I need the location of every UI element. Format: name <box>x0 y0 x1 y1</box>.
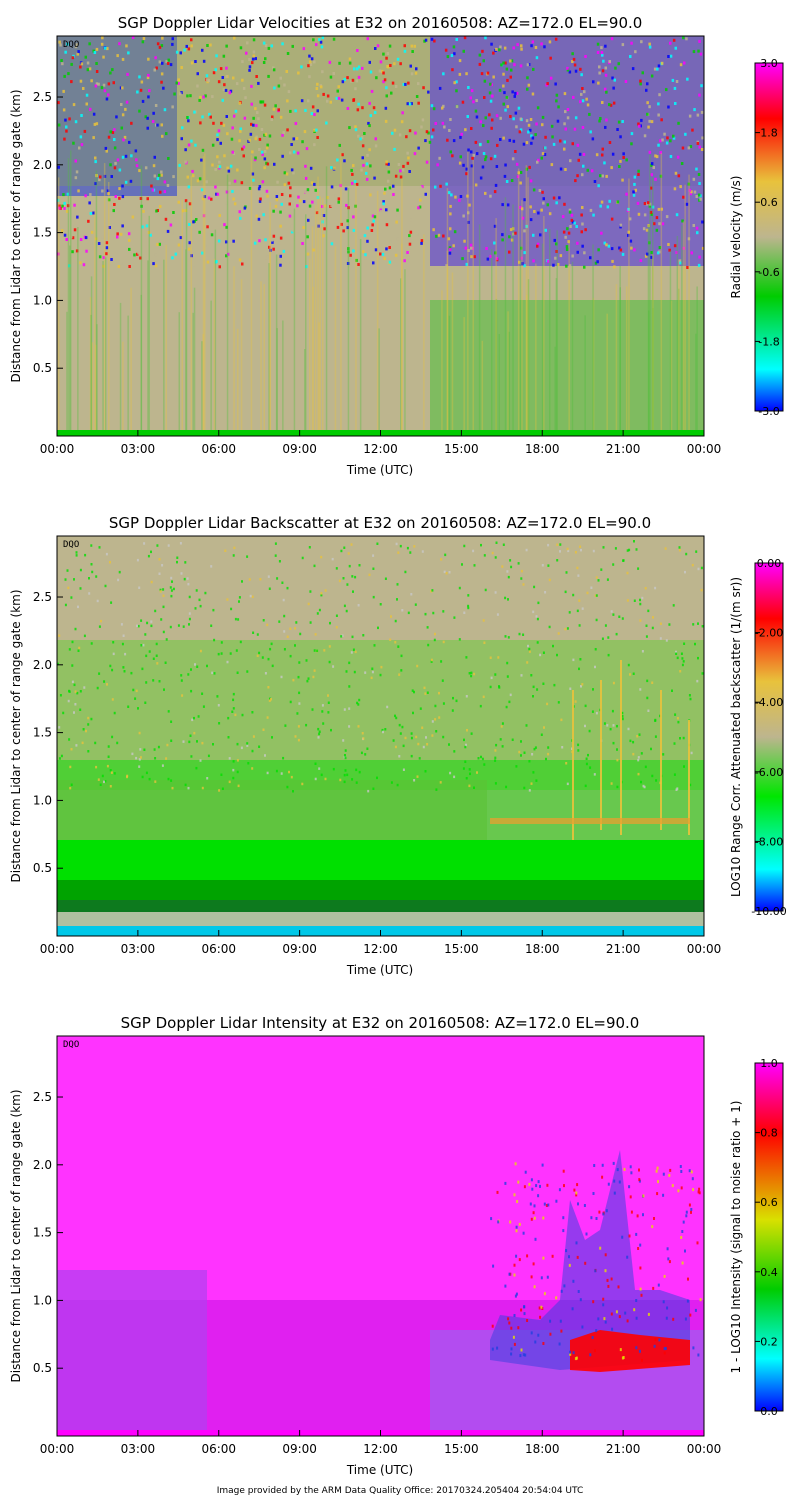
y-tick-label: 0.5 <box>33 861 52 875</box>
backscatter-panel: SGP Doppler Lidar Backscatter at E32 on … <box>9 514 787 977</box>
intensity-title: SGP Doppler Lidar Intensity at E32 on 20… <box>121 1014 640 1032</box>
x-tick-label: 21:00 <box>606 1442 641 1456</box>
backscatter-ylabel: Distance from Lidar to center of range g… <box>9 589 23 882</box>
backscatter-title: SGP Doppler Lidar Backscatter at E32 on … <box>109 514 651 532</box>
velocity-colorbar-label: Radial velocity (m/s) <box>729 176 743 299</box>
backscatter-xlabel: Time (UTC) <box>346 963 413 977</box>
x-tick-label: 06:00 <box>201 442 236 456</box>
x-tick-label: 18:00 <box>525 1442 560 1456</box>
intensity-tag: DQO <box>63 1040 79 1050</box>
x-tick-label: 21:00 <box>606 442 641 456</box>
colorbar-tick-label: -0.6 <box>758 266 779 279</box>
x-tick-label: 06:00 <box>201 942 236 956</box>
colorbar-tick-label: 0.8 <box>760 1127 778 1140</box>
x-tick-label: 12:00 <box>363 942 398 956</box>
y-tick-label: 1.5 <box>33 726 52 740</box>
footer-credit: Image provided by the ARM Data Quality O… <box>217 1486 584 1496</box>
colorbar-tick-label: -2.00 <box>755 627 783 640</box>
y-tick-label: 2.0 <box>33 658 52 672</box>
colorbar-tick-label: -8.00 <box>755 835 783 848</box>
colorbar-tick-label: -6.00 <box>755 766 783 779</box>
colorbar-tick-label: -4.00 <box>755 696 783 709</box>
y-tick-label: 2.5 <box>33 590 52 604</box>
x-tick-label: 03:00 <box>121 1442 156 1456</box>
backscatter-plot-area: DQO <box>56 535 705 937</box>
velocity-ylabel: Distance from Lidar to center of range g… <box>9 89 23 382</box>
intensity-panel: SGP Doppler Lidar Intensity at E32 on 20… <box>9 1014 784 1477</box>
x-tick-label: 15:00 <box>444 1442 479 1456</box>
x-tick-label: 00:00 <box>687 1442 722 1456</box>
y-tick-label: 1.0 <box>33 1293 52 1307</box>
x-tick-label: 09:00 <box>282 1442 317 1456</box>
y-tick-label: 1.0 <box>33 793 52 807</box>
intensity-colorbar-label: 1 - LOG10 Intensity (signal to noise rat… <box>729 1101 743 1374</box>
colorbar-tick-label: 0.4 <box>760 1266 778 1279</box>
x-tick-label: 18:00 <box>525 442 560 456</box>
x-tick-label: 00:00 <box>40 942 75 956</box>
x-tick-label: 15:00 <box>444 942 479 956</box>
velocity-texture <box>57 36 705 431</box>
colorbar-tick-label: -1.8 <box>758 335 779 348</box>
y-tick-label: 2.0 <box>33 158 52 172</box>
colorbar-tick-label: 0.2 <box>760 1335 778 1348</box>
x-tick-label: 21:00 <box>606 942 641 956</box>
y-tick-label: 0.5 <box>33 1361 52 1375</box>
colorbar-tick-label: 3.0 <box>760 57 778 70</box>
intensity-plot-area: DQO <box>56 1035 705 1437</box>
velocity-plot-area: DQO <box>56 35 705 437</box>
colorbar-tick-label: -3.0 <box>758 405 779 418</box>
x-tick-label: 00:00 <box>40 442 75 456</box>
y-tick-label: 1.5 <box>33 1226 52 1240</box>
colorbar-tick-label: 1.0 <box>760 1057 778 1070</box>
x-tick-label: 09:00 <box>282 442 317 456</box>
x-tick-label: 00:00 <box>687 442 722 456</box>
x-tick-label: 06:00 <box>201 1442 236 1456</box>
x-tick-label: 18:00 <box>525 942 560 956</box>
colorbar-tick-label: 1.8 <box>760 127 778 140</box>
colorbar-tick-label: 0.0 <box>760 1405 778 1418</box>
y-tick-label: 2.5 <box>33 90 52 104</box>
y-tick-label: 2.0 <box>33 1158 52 1172</box>
x-tick-label: 15:00 <box>444 442 479 456</box>
velocity-colorbar <box>754 62 784 412</box>
x-tick-label: 00:00 <box>40 1442 75 1456</box>
velocity-panel: SGP Doppler Lidar Velocities at E32 on 2… <box>9 14 784 477</box>
colorbar-tick-label: 0.6 <box>760 196 778 209</box>
x-tick-label: 12:00 <box>363 442 398 456</box>
backscatter-tag: DQO <box>63 540 79 550</box>
colorbar-tick-label: 0.6 <box>760 1196 778 1209</box>
velocity-tag: DQO <box>63 40 79 50</box>
intensity-ylabel: Distance from Lidar to center of range g… <box>9 1089 23 1382</box>
intensity-texture <box>490 1161 702 1362</box>
y-tick-label: 0.5 <box>33 361 52 375</box>
backscatter-colorbar <box>754 562 784 912</box>
backscatter-colorbar-label: LOG10 Range Corr. Attenuated backscatter… <box>729 577 743 897</box>
colorbar-tick-label: 0.00 <box>757 557 782 570</box>
x-tick-label: 03:00 <box>121 942 156 956</box>
x-tick-label: 03:00 <box>121 442 156 456</box>
colorbar-tick-label: -10.00 <box>751 905 786 918</box>
x-tick-label: 00:00 <box>687 942 722 956</box>
y-tick-label: 1.0 <box>33 293 52 307</box>
intensity-colorbar <box>754 1062 784 1412</box>
backscatter-texture <box>57 540 704 840</box>
velocity-xlabel: Time (UTC) <box>346 463 413 477</box>
x-tick-label: 12:00 <box>363 1442 398 1456</box>
intensity-xlabel: Time (UTC) <box>346 1463 413 1477</box>
y-tick-label: 1.5 <box>33 226 52 240</box>
y-tick-label: 2.5 <box>33 1090 52 1104</box>
x-tick-label: 09:00 <box>282 942 317 956</box>
velocity-title: SGP Doppler Lidar Velocities at E32 on 2… <box>118 14 643 32</box>
